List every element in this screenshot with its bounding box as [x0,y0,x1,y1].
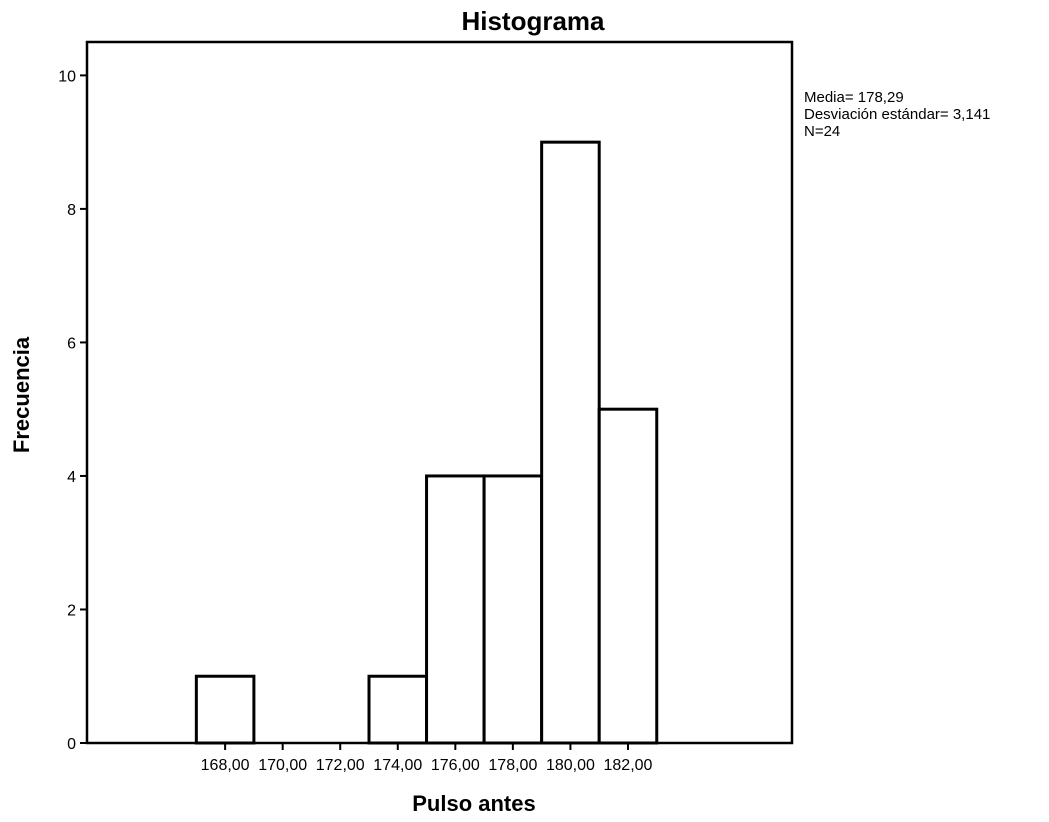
bar-bin-4 [425,474,486,745]
bar-bin-0 [194,674,256,745]
stat-n: N=24 [804,123,840,140]
y-tick-label: 10 [58,68,76,85]
x-tick-label: 168,00 [201,757,250,774]
x-tick-label: 174,00 [373,757,422,774]
x-tick-label: 170,00 [258,757,307,774]
x-tick-label: 176,00 [431,757,480,774]
bar-bin-7 [597,407,659,745]
x-tick-label: 172,00 [316,757,365,774]
bar-bin-6 [540,140,601,745]
y-tick-label: 0 [67,736,76,753]
y-tick-label: 2 [67,602,76,619]
y-tick-label: 8 [67,202,76,219]
x-axis-label: Pulso antes [412,791,535,816]
x-axis: 168,00 170,00 172,00 174,00 176,00 178,00 180,… [201,743,653,774]
stat-mean: Media= 178,29 [804,89,904,106]
x-tick-label: 182,00 [604,757,653,774]
y-axis: 0 2 4 6 8 10 [58,68,87,753]
stats-box: Media= 178,29 Desviación estándar= 3,141… [804,89,990,140]
x-tick-label: 180,00 [546,757,595,774]
x-tick-label: 178,00 [488,757,537,774]
chart-title: Histograma [461,6,605,36]
y-tick-label: 4 [67,469,76,486]
stat-std-dev: Desviación estándar= 3,141 [804,106,990,123]
bars-group [194,140,659,745]
y-tick-label: 6 [67,335,76,352]
bar-bin-3 [367,674,429,745]
bar-bin-5 [482,474,544,745]
y-axis-label: Frecuencia [9,336,34,453]
